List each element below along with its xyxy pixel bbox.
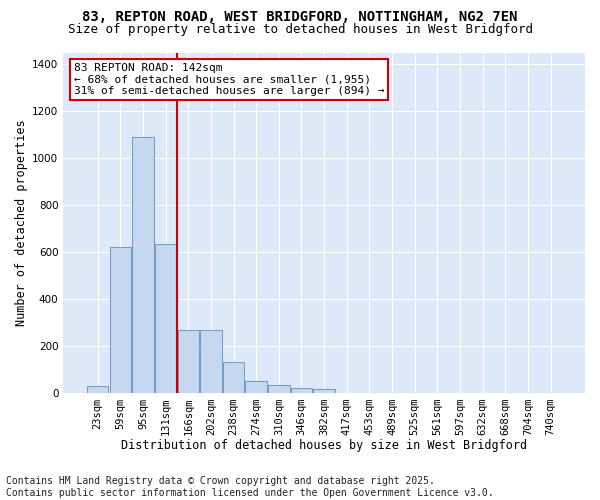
Bar (178, 330, 199, 393)
Bar (313, 388, 335, 393)
Text: Size of property relative to detached houses in West Bridgford: Size of property relative to detached ho… (67, 22, 533, 36)
Bar (87, 386, 109, 393)
Bar (268, 385, 290, 393)
Y-axis label: Number of detached properties: Number of detached properties (15, 120, 28, 326)
Bar (245, 381, 267, 393)
Bar (291, 388, 312, 393)
Bar (110, 248, 131, 393)
Bar (200, 330, 221, 393)
Bar (223, 362, 244, 393)
Text: 83 REPTON ROAD: 142sqm
← 68% of detached houses are smaller (1,955)
31% of semi-: 83 REPTON ROAD: 142sqm ← 68% of detached… (74, 62, 384, 96)
Bar (155, 244, 176, 393)
Text: 83, REPTON ROAD, WEST BRIDGFORD, NOTTINGHAM, NG2 7EN: 83, REPTON ROAD, WEST BRIDGFORD, NOTTING… (82, 10, 518, 24)
Text: Contains HM Land Registry data © Crown copyright and database right 2025.
Contai: Contains HM Land Registry data © Crown c… (6, 476, 494, 498)
X-axis label: Distribution of detached houses by size in West Bridgford: Distribution of detached houses by size … (121, 440, 527, 452)
Bar (132, 137, 154, 393)
